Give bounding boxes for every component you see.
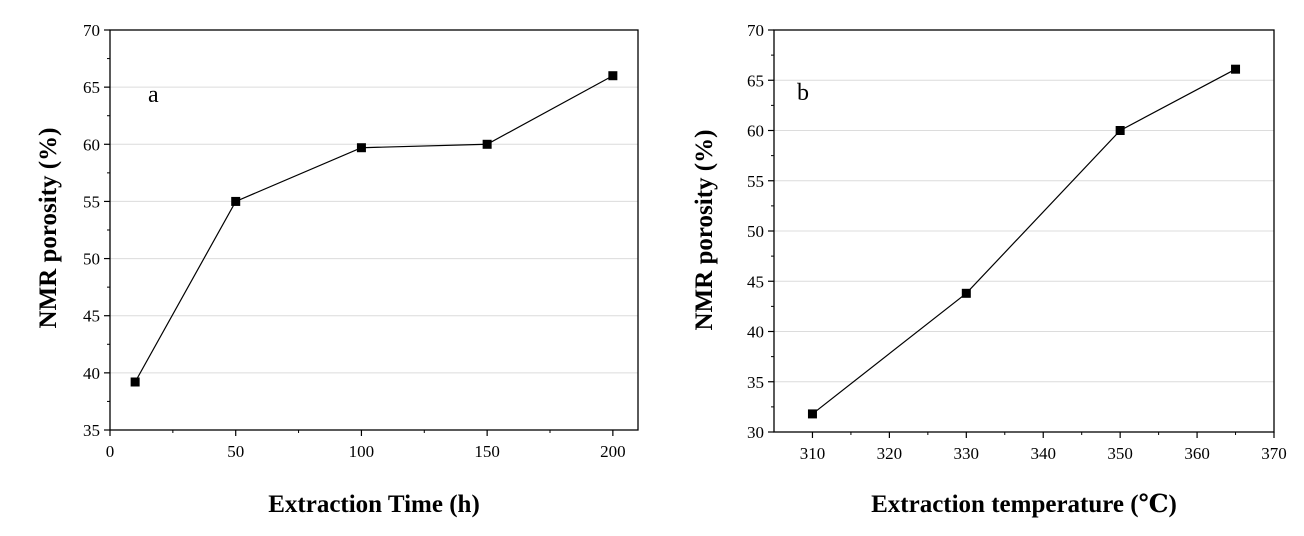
panel-a-y-tick-label: 40 [83, 364, 100, 383]
panel-b-y-tick-label: 45 [747, 272, 764, 291]
panel-b-y-tick-label: 35 [747, 373, 764, 392]
panel-b-x-tick-label: 350 [1107, 444, 1133, 463]
panel-a-plot-frame [109, 29, 639, 431]
panel-b-x-tick-label: 310 [800, 444, 826, 463]
panel-a-y-axis-title: NMR porosity (%) [35, 128, 62, 329]
panel-b-x-axis-title: Extraction temperature (℃) [871, 491, 1177, 518]
panel-a-x-axis-title: Extraction Time (h) [268, 491, 480, 518]
panel-b-y-tick-label: 40 [747, 323, 764, 342]
panel-b-data-point [807, 409, 817, 419]
chart-panel-b: b Extraction temperature (℃) NMR porosit… [691, 21, 1287, 518]
panel-a-data-point [608, 71, 618, 81]
panel-a-y-tick-label: 65 [83, 78, 100, 97]
panel-a-data-point [130, 377, 140, 387]
panel-a-label: a [148, 82, 159, 108]
chart-panel-a: a Extraction Time (h) NMR porosity (%) 0… [35, 21, 639, 518]
panel-a-x-tick-label: 200 [600, 442, 626, 461]
panel-a-y-tick-label: 50 [83, 250, 100, 269]
panel-a-y-tick-label: 45 [83, 307, 100, 326]
panel-b-y-tick-label: 30 [747, 423, 764, 442]
panel-b-y-tick-label: 70 [747, 21, 764, 40]
panel-b-x-tick-label: 370 [1261, 444, 1287, 463]
panel-b-y-tick-label: 65 [747, 71, 764, 90]
panel-a-y-tick-label: 70 [83, 21, 100, 40]
panel-a-y-tick-label: 55 [83, 192, 100, 211]
panel-a-data-point [482, 139, 492, 149]
panel-b-series-line [812, 68, 1236, 415]
panel-b-x-tick-label: 360 [1184, 444, 1210, 463]
panel-b-data-point [961, 288, 971, 298]
panel-a-x-tick-label: 0 [106, 442, 115, 461]
panel-a-data-point [356, 143, 366, 153]
panel-b-x-tick-label: 340 [1030, 444, 1056, 463]
panel-b-y-tick-label: 50 [747, 222, 764, 241]
panel-b-y-tick-label: 55 [747, 172, 764, 191]
panel-a-x-tick-label: 100 [349, 442, 375, 461]
panel-a-data-point [231, 196, 241, 206]
panel-a-x-tick-label: 50 [227, 442, 244, 461]
panel-b-label: b [797, 80, 809, 106]
panel-b-data-point [1231, 64, 1241, 74]
panel-b-y-tick-label: 60 [747, 122, 764, 141]
panel-a-y-tick-label: 35 [83, 421, 100, 440]
panel-b-data-point [1115, 126, 1125, 135]
panel-b-x-tick-label: 320 [877, 444, 903, 463]
panel-b-x-tick-label: 330 [954, 444, 980, 463]
panel-a-x-tick-label: 150 [474, 442, 500, 461]
panel-a-y-tick-label: 60 [83, 135, 100, 154]
panel-b-y-axis-title: NMR porosity (%) [691, 130, 718, 331]
panel-a-series-line [134, 75, 614, 383]
